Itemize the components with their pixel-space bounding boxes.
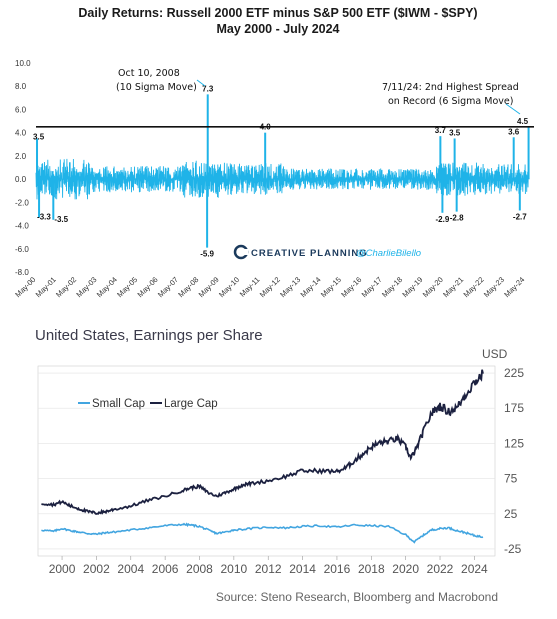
top-y-tick-label: 6.0	[15, 105, 27, 114]
annotation-2008-line2: (10 Sigma Move)	[116, 82, 197, 93]
top-peak-label: 7.3	[202, 84, 214, 93]
annotation-2008-line1: Oct 10, 2008	[118, 68, 180, 79]
bottom-x-tick-label: 2018	[358, 562, 385, 576]
top-x-tick-label: May-08	[176, 275, 200, 299]
top-x-tick-label: May-02	[54, 275, 78, 299]
bottom-y-tick-label: 225	[504, 366, 524, 380]
top-x-tick-label: May-14	[299, 275, 323, 299]
bottom-x-tick-label: 2010	[221, 562, 248, 576]
bottom-x-axis: 2000 2002 2004 2006 2008 2010 2012 2014 2016 2018…	[49, 556, 488, 576]
bottom-x-tick-label: 2022	[427, 562, 454, 576]
top-x-tick-label: May-15	[319, 275, 343, 299]
legend-small-cap-label: Small Cap	[92, 398, 145, 410]
bottom-legend: Small Cap Large Cap	[78, 398, 218, 410]
series-small-cap-line	[41, 522, 484, 544]
top-peak-label: 3.7	[435, 126, 447, 135]
top-x-tick-label: May-12	[258, 275, 282, 299]
top-y-tick-label: 2.0	[15, 152, 27, 161]
bottom-y-tick-label: -25	[504, 542, 522, 556]
watermark-handle: @CharlieBilello	[356, 248, 421, 259]
bottom-y-tick-label: 25	[504, 507, 518, 521]
top-y-tick-label: 10.0	[15, 59, 31, 68]
top-x-tick-label: May-19	[400, 275, 424, 299]
annotation-arrow-2008	[196, 79, 206, 87]
top-peak-label: -2.9	[436, 215, 450, 224]
bottom-unit-label: USD	[482, 347, 508, 361]
top-chart-title: Daily Returns: Russell 2000 ETF minus S&…	[78, 6, 477, 20]
annotation-2024-line1: 7/11/24: 2nd Highest Spread	[382, 82, 519, 93]
top-y-tick-label: -8.0	[15, 268, 29, 277]
top-x-tick-label: May-10	[217, 275, 241, 299]
plot-frame	[37, 365, 496, 557]
eps-chart: United States, Earnings per Share USD 22…	[35, 327, 524, 604]
top-peak-label: 3.5	[33, 132, 45, 141]
top-peak-label: -2.7	[513, 212, 527, 221]
bottom-x-tick-label: 2004	[117, 562, 144, 576]
top-series-line	[35, 158, 529, 200]
top-x-tick-label: May-09	[197, 275, 221, 299]
top-x-axis: May-00May-01May-02May-03May-04May-05May-…	[13, 275, 526, 299]
top-peak-label: 3.6	[508, 127, 520, 136]
top-peak-labels: 3.5 -3.3 -3.5 7.3 -5.9 4.0 3.7 -2.9 3.5 -2.8 3.6 -2…	[33, 84, 529, 258]
bottom-x-tick-label: 2000	[49, 562, 76, 576]
top-chart-subtitle: May 2000 - July 2024	[217, 22, 340, 36]
bottom-x-tick-label: 2008	[186, 562, 213, 576]
top-x-tick-label: May-13	[278, 275, 302, 299]
bottom-x-tick-label: 2006	[152, 562, 179, 576]
bottom-x-tick-label: 2016	[324, 562, 351, 576]
top-y-tick-label: -6.0	[15, 245, 29, 254]
top-x-tick-label: May-04	[95, 275, 119, 299]
top-x-tick-label: May-16	[339, 275, 363, 299]
bottom-chart-title: United States, Earnings per Share	[35, 327, 263, 344]
bottom-y-axis: 225 175 125 75 25 -25	[504, 366, 524, 556]
top-peak-label: -3.3	[37, 212, 51, 221]
bottom-y-tick-label: 75	[504, 472, 518, 486]
top-y-tick-label: 0.0	[15, 175, 27, 184]
bottom-x-tick-label: 2020	[392, 562, 419, 576]
top-x-tick-label: May-11	[238, 275, 262, 299]
top-x-tick-label: May-05	[115, 275, 139, 299]
top-x-tick-label: May-21	[441, 275, 465, 299]
top-y-tick-label: 4.0	[15, 129, 27, 138]
bottom-x-tick-label: 2012	[255, 562, 282, 576]
watermark-brand: CREATIVE PLANNING	[251, 248, 368, 259]
top-x-tick-label: May-03	[74, 275, 98, 299]
top-x-tick-label: May-00	[13, 275, 37, 299]
top-x-tick-label: May-20	[421, 275, 445, 299]
bottom-series	[41, 369, 484, 544]
bottom-y-tick-label: 125	[504, 436, 524, 450]
top-x-tick-label: May-22	[462, 275, 486, 299]
top-peak-label: 4.0	[260, 123, 272, 132]
top-peak-label: -5.9	[200, 250, 214, 259]
top-x-tick-label: May-23	[482, 275, 506, 299]
top-y-tick-label: -4.0	[15, 222, 29, 231]
bottom-y-tick-label: 175	[504, 401, 524, 415]
bottom-x-tick-label: 2002	[83, 562, 110, 576]
annotation-2024-line2: on Record (6 Sigma Move)	[388, 96, 513, 107]
top-x-tick-label: May-07	[156, 275, 180, 299]
top-peak-label: 3.5	[449, 128, 461, 137]
top-x-tick-label: May-01	[34, 275, 58, 299]
series-large-cap-line	[41, 369, 484, 515]
watermark: CREATIVE PLANNING @CharlieBilello	[233, 244, 421, 260]
bottom-x-tick-label: 2024	[461, 562, 488, 576]
top-x-tick-label: May-17	[360, 275, 384, 299]
top-y-tick-label: -2.0	[15, 198, 29, 207]
top-x-tick-label: May-24	[502, 275, 526, 299]
top-x-tick-label: May-06	[136, 275, 160, 299]
top-peak-label: 4.5	[517, 117, 529, 126]
top-x-tick-label: May-18	[380, 275, 404, 299]
creative-planning-logo-icon	[233, 244, 249, 260]
top-peak-label: -2.8	[450, 214, 464, 223]
daily-returns-chart: Daily Returns: Russell 2000 ETF minus S&…	[13, 6, 534, 299]
legend-large-cap-label: Large Cap	[164, 398, 218, 410]
top-y-tick-label: 8.0	[15, 82, 27, 91]
top-peak-label: -3.5	[54, 215, 68, 224]
bottom-x-tick-label: 2014	[289, 562, 316, 576]
annotation-arrow-2024	[505, 103, 521, 115]
source-note: Source: Steno Research, Bloomberg and Ma…	[216, 590, 498, 604]
top-series-daily-returns	[35, 94, 530, 248]
